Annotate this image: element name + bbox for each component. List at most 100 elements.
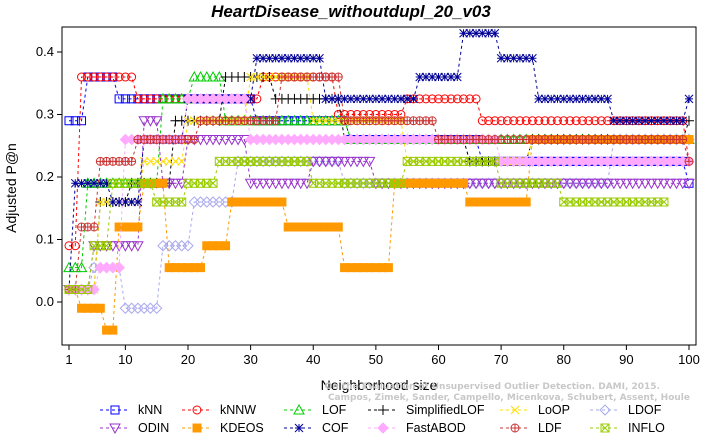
series-point <box>319 156 332 168</box>
series-point <box>465 156 475 166</box>
series-point <box>146 178 155 188</box>
y-tick-label: 0.2 <box>36 169 54 184</box>
series-point <box>109 423 121 434</box>
series-point <box>553 94 562 104</box>
series-point <box>408 156 418 166</box>
legend-label: LoOP <box>538 403 570 417</box>
series-point <box>685 157 693 166</box>
series-point <box>603 94 612 104</box>
legend-label: KDEOS <box>220 421 264 434</box>
series-point <box>521 53 531 63</box>
series-point <box>552 116 562 126</box>
series-point <box>590 116 600 126</box>
series-point <box>521 178 531 188</box>
series-point <box>127 197 136 207</box>
series-point <box>288 114 301 126</box>
series-point <box>340 178 350 188</box>
x-tick-label: 10 <box>118 352 132 367</box>
series-point <box>334 73 343 81</box>
series-point <box>196 178 206 188</box>
series-point <box>446 156 456 166</box>
series-point <box>70 285 80 294</box>
series-point <box>125 241 138 252</box>
series-point <box>601 178 614 190</box>
series-point <box>670 178 683 190</box>
series-point <box>427 72 437 82</box>
series-point <box>296 156 306 166</box>
series-point <box>338 156 351 168</box>
plot-border <box>61 26 697 346</box>
series-point <box>170 197 180 207</box>
series-point <box>511 424 519 432</box>
series-point <box>89 72 99 82</box>
series-point <box>265 72 274 82</box>
series-point <box>64 116 74 126</box>
series-line <box>69 139 689 309</box>
series-point <box>421 72 431 82</box>
legend-item-loop: LoOP <box>500 403 570 417</box>
legend-item-lof: LOF <box>284 403 347 417</box>
series-point <box>169 178 182 190</box>
series-point <box>646 197 656 207</box>
x-tick-label: 100 <box>678 352 700 367</box>
series-point <box>571 116 581 126</box>
series-point <box>182 240 194 252</box>
series-point <box>477 28 487 38</box>
series-point <box>427 156 437 166</box>
series-point <box>365 94 374 104</box>
series-point <box>164 157 174 166</box>
series-point <box>578 197 588 207</box>
series-point <box>409 94 418 104</box>
series-point <box>89 241 99 251</box>
series-point <box>333 94 343 104</box>
series-point <box>127 72 137 82</box>
series-point <box>108 197 118 207</box>
series-point <box>509 178 519 188</box>
series-point <box>678 116 688 126</box>
series-point <box>459 94 469 104</box>
series-point <box>102 72 112 82</box>
series-point <box>294 423 304 433</box>
series-point <box>308 116 318 126</box>
series-point <box>421 94 431 104</box>
series-point <box>102 241 112 251</box>
series-point <box>192 423 202 433</box>
series-point <box>515 178 525 188</box>
legend-item-ldof: LDOF <box>590 403 662 417</box>
series-point <box>607 178 620 190</box>
series-point <box>207 135 219 146</box>
series-point <box>83 178 93 188</box>
series-point <box>158 197 168 207</box>
series-point <box>553 178 562 188</box>
series-point <box>139 178 149 188</box>
series-point <box>446 72 456 82</box>
series-point <box>64 285 74 294</box>
series-point <box>609 197 619 207</box>
series-point <box>600 423 610 433</box>
series-point <box>346 178 356 188</box>
series-point <box>163 92 176 104</box>
series-point <box>157 92 169 104</box>
series-point <box>363 156 376 168</box>
x-tick-label: 50 <box>369 352 383 367</box>
series-point <box>527 178 537 188</box>
series-point <box>158 178 168 188</box>
series-point <box>390 94 400 104</box>
series-point <box>64 241 74 251</box>
series-point <box>207 70 219 82</box>
series-line <box>69 160 664 290</box>
series-point <box>208 178 218 188</box>
series-point <box>615 116 625 126</box>
series-point <box>133 178 143 188</box>
series-point <box>470 178 482 190</box>
series-point <box>83 285 93 294</box>
series-point <box>477 156 487 166</box>
series-point <box>133 94 143 104</box>
series-point <box>415 72 425 82</box>
series-point <box>232 135 244 146</box>
series-point <box>402 156 412 166</box>
series-point <box>490 116 500 126</box>
series-point <box>308 53 318 63</box>
series-point <box>221 156 231 166</box>
series-point <box>265 53 274 63</box>
